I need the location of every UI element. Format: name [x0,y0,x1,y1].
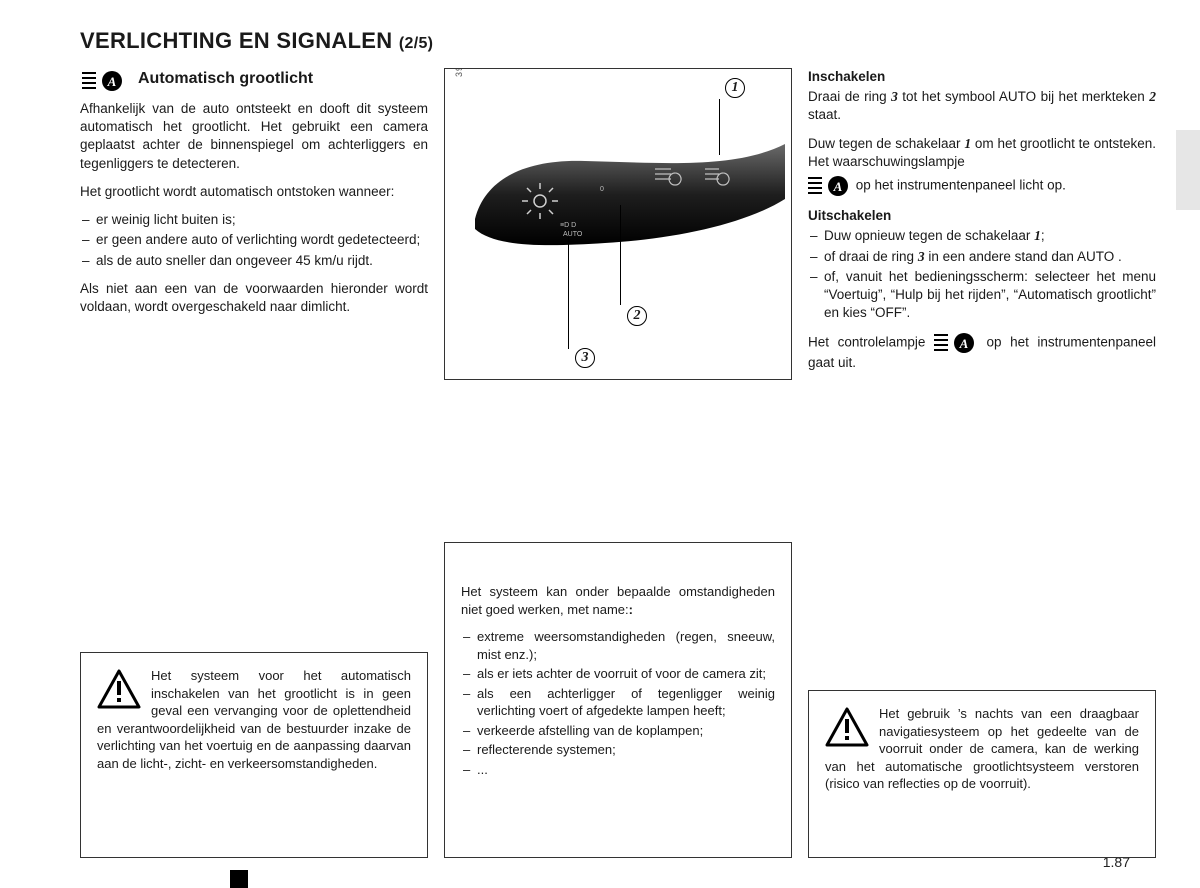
list-item: er geen andere auto of verlichting wordt… [80,231,428,249]
svg-text:0: 0 [600,186,604,193]
text: Duw tegen de schakelaar [808,136,964,151]
list-item: of draai de ring 3 in een andere stand d… [808,248,1156,266]
svg-text:≡D D: ≡D D [560,222,576,229]
side-tab [1176,130,1200,210]
warning-icon [825,707,869,747]
subheading-enable: Inschakelen [808,68,1156,86]
callout-number: 3 [575,348,595,368]
column-middle: 39141 [444,68,792,858]
text: of draai de ring [824,249,918,264]
text: Duw opnieuw tegen de schakelaar [824,228,1034,243]
list-item: extreme weersomstandigheden (regen, snee… [461,628,775,663]
column-left: Automatisch grootlicht Afhankelijk van d… [80,68,428,858]
callout-number: 1 [725,78,745,98]
page-title: VERLICHTING EN SIGNALEN (2/5) [80,28,1172,54]
text: staat. [808,107,841,122]
section-title: Automatisch grootlicht [138,68,313,90]
enable-p2: Duw tegen de schakelaar 1 om het grootli… [808,135,1156,171]
title-part: (2/5) [399,35,433,52]
enable-p3: op het instrumentenpaneel licht op. [808,175,1156,197]
auto-high-beam-icon [808,175,852,197]
warning-box-right: Het gebruik ’s nachts van een draagbaar … [808,690,1156,858]
list-item: als de auto sneller dan ongeveer 45 km/u… [80,252,428,270]
caution-box-middle: Het systeem kan onder bepaalde omstandig… [444,542,792,858]
list-item: er weinig licht buiten is; [80,211,428,229]
manual-page: 1.87 VERLICHTING EN SIGNALEN (2/5) Autom… [0,0,1200,888]
warning-text: Het gebruik ’s nachts van een draagbaar … [825,706,1139,791]
caution-list: extreme weersomstandigheden (regen, snee… [461,628,775,778]
enable-p1: Draai de ring 3 tot het symbool AUTO bij… [808,88,1156,124]
callout-number: 2 [627,306,647,326]
list-item: reflecterende systemen; [461,741,775,759]
text: tot het symbool AUTO bij het merkteken [898,89,1149,104]
warning-box-left: Het systeem voor het automatisch inschak… [80,652,428,858]
callout-2: 2 [627,305,647,326]
conditions-list: er weinig licht buiten is; er geen ander… [80,211,428,270]
callout-1: 1 [725,77,745,98]
leader-line [719,99,720,155]
callout-3: 3 [575,347,595,368]
section-heading: Automatisch grootlicht [80,68,428,94]
ref-num: 3 [891,89,898,104]
ref-num: 3 [918,249,925,264]
auto-high-beam-icon [934,332,978,354]
list-item: als een achterligger of tegenligger wein… [461,685,775,720]
warning-text: Het systeem voor het automatisch inschak… [97,668,411,771]
text: op het instrumentenpaneel licht op. [856,178,1066,193]
ref-num: 1 [1034,228,1041,243]
leader-line [568,237,569,349]
figure-code: 39141 [453,68,465,77]
figure: 39141 [444,68,792,380]
list-lead: Het grootlicht wordt automatisch ontstok… [80,183,428,201]
title-main: VERLICHTING EN SIGNALEN [80,28,392,53]
ref-num: 2 [1149,89,1156,104]
list-item: of, vanuit het bedieningsscherm: selecte… [808,268,1156,323]
text: Draai de ring [808,89,891,104]
text: in een andere stand dan AUTO . [925,249,1122,264]
leader-line [620,205,621,305]
warning-icon [97,669,141,709]
after-paragraph: Als niet aan een van de voorwaarden hier… [80,280,428,316]
subheading-disable: Uitschakelen [808,207,1156,225]
list-item: verkeerde afstelling van de koplampen; [461,722,775,740]
stalk-illustration: ≡D D AUTO 0 [465,139,785,269]
crop-mark [230,870,248,888]
lamp-off: Het controlelampje op het instrumentenpa… [808,332,1156,372]
list-item: als er iets achter de voorruit of voor d… [461,665,775,683]
text: Het controlelampje [808,335,934,350]
svg-text:AUTO: AUTO [563,231,583,238]
disable-list: Duw opnieuw tegen de schakelaar 1; of dr… [808,227,1156,322]
columns: Automatisch grootlicht Afhankelijk van d… [80,68,1172,858]
list-item: Duw opnieuw tegen de schakelaar 1; [808,227,1156,245]
caution-lead: Het systeem kan onder bepaalde omstandig… [461,583,775,618]
intro-paragraph: Afhankelijk van de auto ontsteekt en doo… [80,100,428,173]
list-item: ... [461,761,775,779]
auto-high-beam-icon [80,68,128,94]
caution-lead-text: Het systeem kan onder bepaalde omstandig… [461,584,775,617]
column-right: Inschakelen Draai de ring 3 tot het symb… [808,68,1156,858]
